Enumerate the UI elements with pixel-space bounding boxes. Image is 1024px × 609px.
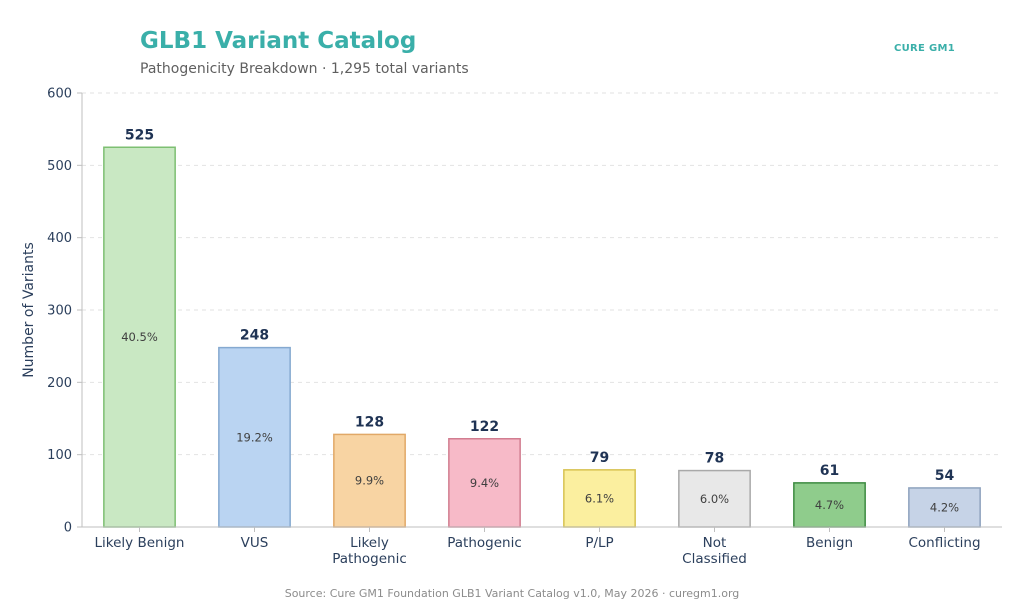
bars xyxy=(103,146,981,528)
bar xyxy=(678,469,751,528)
x-axis-ticks: Likely Benign VUS LikelyPathogenicPathogen… xyxy=(95,527,981,567)
chart-title: GLB1 Variant Catalog xyxy=(140,28,417,54)
y-tick-label: 400 xyxy=(47,231,72,246)
bar-percent-label: 6.1% xyxy=(585,491,614,505)
x-tick-label: Likely xyxy=(350,535,389,551)
x-tick-label: Conflicting xyxy=(908,535,980,551)
x-tick-label: Benign xyxy=(806,535,853,551)
y-tick-label: 500 xyxy=(47,159,72,174)
bar-value-label: 122 xyxy=(470,419,499,435)
y-tick-label: 0 xyxy=(64,521,72,536)
bar-percent-label: 4.7% xyxy=(815,498,844,512)
bar-percent-label: 9.4% xyxy=(470,476,499,490)
bar-labels: 525 40.5% 248 19.2% 128 9.9% 122 9.4% 79 6.1% 78 6.… xyxy=(121,127,959,514)
x-tick-label: Not xyxy=(703,535,727,551)
bar-value-label: 128 xyxy=(355,414,384,430)
bar-value-label: 54 xyxy=(935,468,955,484)
bar-percent-label: 6.0% xyxy=(700,492,729,506)
bar-value-label: 248 xyxy=(240,328,269,344)
bar-percent-label: 40.5% xyxy=(121,330,158,344)
bar-percent-label: 19.2% xyxy=(236,430,273,444)
bar-value-label: 525 xyxy=(125,127,154,143)
x-tick-label: VUS xyxy=(241,535,269,551)
bar-percent-label: 4.2% xyxy=(930,500,959,514)
y-tick-label: 300 xyxy=(47,304,72,319)
y-tick-label: 100 xyxy=(47,448,72,463)
bar-percent-label: 9.9% xyxy=(355,474,384,488)
y-axis-label: Number of Variants xyxy=(21,242,37,378)
bar xyxy=(563,469,636,528)
y-tick-label: 200 xyxy=(47,376,72,391)
y-tick-label: 600 xyxy=(47,87,72,102)
chart-subtitle: Pathogenicity Breakdown · 1,295 total va… xyxy=(140,61,469,77)
x-tick-label: Likely Benign xyxy=(95,535,185,551)
source-note: Source: Cure GM1 Foundation GLB1 Variant… xyxy=(284,587,740,600)
bar-value-label: 61 xyxy=(820,463,839,479)
bar xyxy=(448,438,521,528)
x-tick-label: Pathogenic xyxy=(332,551,407,567)
x-tick-label: Classified xyxy=(682,551,747,567)
y-axis-ticks: 0 100 200 300 400 500 600 xyxy=(47,87,82,536)
x-tick-label: P/LP xyxy=(585,535,613,551)
bar xyxy=(793,482,866,528)
bar-value-label: 78 xyxy=(705,451,724,467)
brand-logo-text: CURE GM1 xyxy=(894,43,955,54)
bar-value-label: 79 xyxy=(590,450,609,466)
x-tick-label: Pathogenic xyxy=(447,535,522,551)
